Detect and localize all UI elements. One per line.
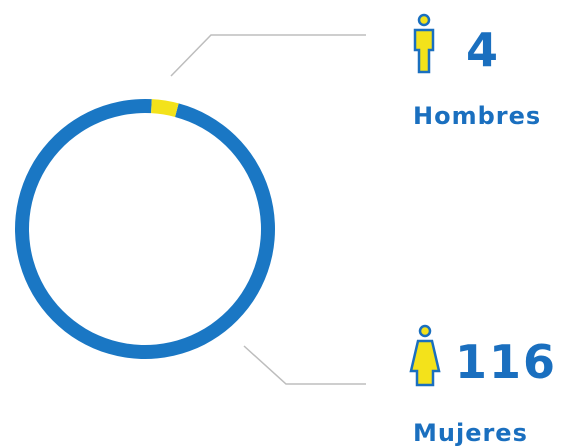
female-count: 116: [455, 335, 557, 389]
leader-lines: [170, 34, 366, 385]
leader-line: [170, 34, 366, 77]
donut-segment: [14, 98, 275, 360]
female-label: Mujeres: [413, 419, 528, 446]
leader-line: [243, 345, 366, 385]
female-icon: [409, 324, 441, 387]
male-icon: [413, 13, 435, 74]
male-label: Hombres: [413, 102, 541, 130]
male-count: 4: [466, 23, 500, 77]
donut-segment: [151, 99, 179, 117]
